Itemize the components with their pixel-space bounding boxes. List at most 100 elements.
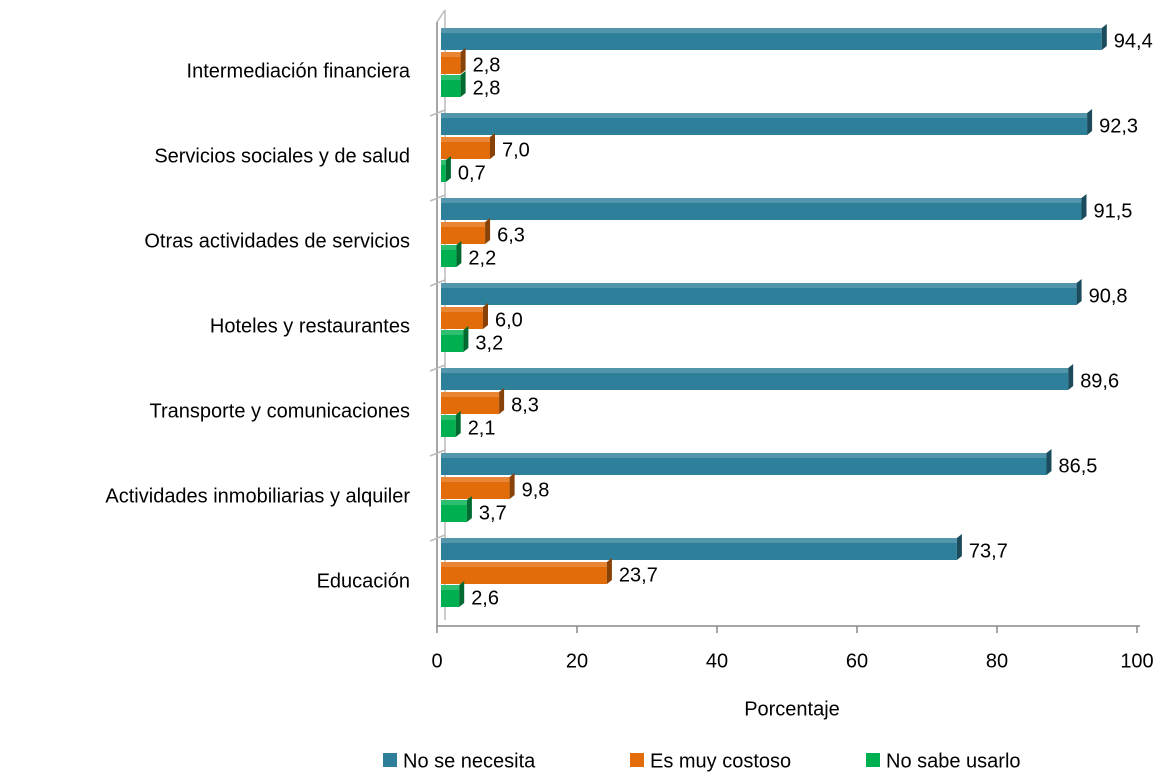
bar [441, 52, 461, 74]
bar-side [463, 326, 469, 352]
bar [441, 453, 1047, 475]
bar-highlight [441, 28, 1102, 33]
data-label: 91,5 [1094, 200, 1133, 222]
data-label: 2,6 [471, 587, 499, 609]
data-label: 6,0 [495, 309, 523, 331]
legend-label: No sabe usarlo [886, 750, 1021, 772]
y-tick-label: Servicios sociales y de salud [154, 145, 410, 167]
bar-highlight [441, 137, 490, 142]
bar-side [1101, 24, 1107, 50]
bar [441, 585, 460, 607]
y-tick-label: Educación [317, 570, 410, 592]
bar-highlight [441, 415, 456, 420]
band-separator [429, 364, 446, 372]
bar-side [1068, 364, 1074, 390]
bar-highlight [441, 113, 1088, 118]
bar-side [456, 241, 462, 267]
bar-highlight [441, 585, 460, 590]
bar-side [956, 534, 962, 560]
bar [441, 245, 457, 267]
x-tick-label: 20 [566, 650, 588, 672]
bar [441, 538, 957, 560]
x-tick-label: 80 [986, 650, 1008, 672]
bar [441, 415, 456, 437]
bar [441, 198, 1082, 220]
bar-side [455, 411, 461, 437]
bar-highlight [441, 538, 957, 543]
y-tick-label: Otras actividades de servicios [144, 230, 410, 252]
legend-swatch [630, 753, 644, 767]
data-label: 2,8 [473, 54, 501, 76]
bar-side [1081, 194, 1087, 220]
bar [441, 330, 464, 352]
bar-highlight [441, 198, 1082, 203]
band-separator [429, 194, 446, 202]
bar [441, 500, 467, 522]
band-separator [429, 534, 446, 542]
legend-swatch [383, 753, 397, 767]
data-label: 2,8 [473, 77, 501, 99]
bar [441, 392, 500, 414]
data-label: 9,8 [522, 479, 550, 501]
x-tick-label: 0 [431, 650, 442, 672]
bar [441, 307, 483, 329]
bar-highlight [441, 477, 510, 482]
legend-swatch [866, 753, 880, 767]
data-label: 2,2 [468, 247, 496, 269]
data-label: 89,6 [1080, 370, 1119, 392]
bar-side [1046, 449, 1052, 475]
bar-side [459, 581, 465, 607]
wall-edge [436, 9, 446, 23]
bar-highlight [441, 392, 500, 397]
bar-side [466, 496, 472, 522]
bar-side [485, 218, 491, 244]
bar-highlight [441, 75, 461, 80]
data-label: 8,3 [511, 394, 539, 416]
bar [441, 283, 1077, 305]
bar-highlight [441, 283, 1077, 288]
bar-highlight [441, 307, 483, 312]
bar [441, 222, 486, 244]
x-tick-label: 100 [1120, 650, 1153, 672]
data-label: 7,0 [502, 139, 530, 161]
bar-side [499, 388, 505, 414]
bar-highlight [441, 562, 607, 567]
bar-highlight [441, 368, 1069, 373]
data-label: 90,8 [1089, 285, 1128, 307]
data-label: 23,7 [619, 564, 658, 586]
data-label: 92,3 [1099, 115, 1138, 137]
legend-label: No se necesita [403, 750, 536, 772]
data-label: 94,4 [1114, 30, 1153, 52]
bar [441, 160, 446, 182]
y-tick-label: Transporte y comunicaciones [150, 400, 411, 422]
x-tick-label: 40 [706, 650, 728, 672]
bar [441, 113, 1088, 135]
bar [441, 137, 490, 159]
bar-side [606, 558, 612, 584]
data-label: 73,7 [969, 540, 1008, 562]
band-separator [429, 109, 446, 117]
bar-side [445, 156, 451, 182]
legend-label: Es muy costoso [650, 750, 791, 772]
y-tick-label: Actividades inmobiliarias y alquiler [105, 485, 410, 507]
data-label: 3,7 [479, 502, 507, 524]
x-axis-title: Porcentaje [744, 698, 840, 720]
y-tick-label: Hoteles y restaurantes [210, 315, 410, 337]
bar-side [490, 133, 495, 159]
bar-highlight [441, 453, 1047, 458]
bar-highlight [441, 160, 446, 165]
data-label: 0,7 [458, 162, 486, 184]
bar [441, 562, 607, 584]
x-tick-label: 60 [846, 650, 868, 672]
bar-side [1087, 109, 1093, 135]
bar-side [460, 71, 466, 97]
bar-highlight [441, 330, 464, 335]
bar-highlight [441, 222, 486, 227]
bar-highlight [441, 52, 461, 57]
band-separator [429, 449, 446, 457]
data-label: 6,3 [497, 224, 525, 246]
bar-highlight [441, 500, 467, 505]
data-label: 2,1 [468, 417, 496, 439]
y-tick-label: Intermediación financiera [187, 60, 411, 82]
